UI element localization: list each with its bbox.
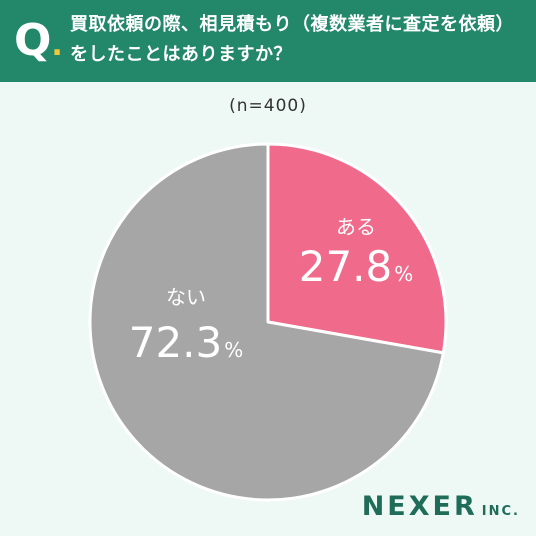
q-letter: Q <box>14 15 52 66</box>
pie-slice-no <box>88 142 445 502</box>
question-header: Q. 買取依頼の際、相見積もり（複数業者に査定を依頼） をしたことはありますか？ <box>0 0 536 82</box>
sample-size-label: (n=400) <box>229 96 307 116</box>
brand-name: NEXER <box>361 491 478 522</box>
pie-slice-yes <box>266 142 448 355</box>
q-dot: . <box>51 28 63 63</box>
brand-logo: NEXER INC. <box>362 491 520 522</box>
question-line-2: をしたことはありますか？ <box>70 44 292 65</box>
slice-label-yes: ある <box>336 215 376 239</box>
brand-suffix: INC. <box>481 504 520 519</box>
question-mark-label: Q. <box>14 14 63 73</box>
question-line-1: 買取依頼の際、相見積もり（複数業者に査定を依頼） <box>70 14 514 35</box>
slice-value-yes: 27.8% <box>299 242 414 291</box>
slice-label-no: ない <box>166 285 206 309</box>
slice-value-no: 72.3% <box>129 318 244 367</box>
question-text: 買取依頼の際、相見積もり（複数業者に査定を依頼） をしたことはありますか？ <box>70 10 528 70</box>
